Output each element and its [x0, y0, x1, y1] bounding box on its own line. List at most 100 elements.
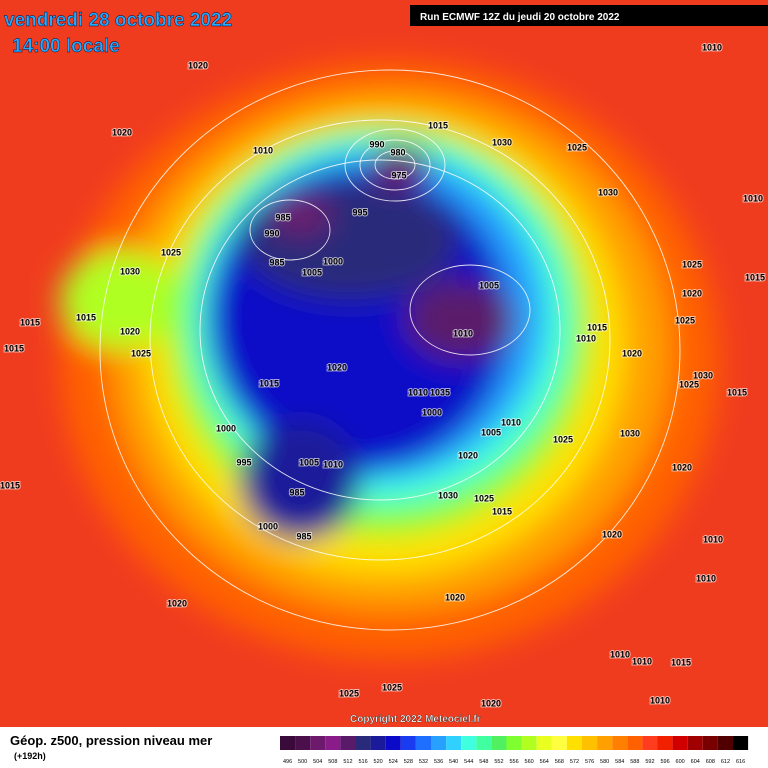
isobar-label: 1020 — [458, 450, 478, 460]
isobar-label: 1010 — [610, 649, 630, 659]
isobar-label: 1030 — [693, 370, 713, 380]
isobar-label: 1000 — [422, 407, 442, 417]
isobar-label: 1030 — [598, 187, 618, 197]
legend-label: 600 — [676, 759, 685, 765]
isobar-label: 1005 — [302, 267, 322, 277]
legend-swatch — [642, 736, 658, 750]
isobar-label: 1000 — [258, 521, 278, 531]
isobar-label: 1020 — [445, 592, 465, 602]
isobar-label: 1010 — [501, 417, 521, 427]
isobar-label: 1025 — [553, 434, 573, 444]
isobar-label: 985 — [296, 531, 311, 541]
legend-label: 560 — [525, 759, 534, 765]
isobar-label: 1010 — [576, 333, 596, 343]
isobar-label: 1015 — [259, 378, 279, 388]
legend-swatch — [612, 736, 628, 750]
legend-label: 532 — [419, 759, 428, 765]
isobar-label: 1025 — [131, 348, 151, 358]
legend-swatch — [340, 736, 356, 750]
legend-label: 496 — [283, 759, 292, 765]
legend-label: 540 — [449, 759, 458, 765]
legend-swatch — [446, 736, 462, 750]
legend-swatch — [355, 736, 371, 750]
legend-swatch — [415, 736, 431, 750]
isobar-label: 1015 — [587, 322, 607, 332]
legend-label: 596 — [660, 759, 669, 765]
isobar-label: 1005 — [299, 457, 319, 467]
run: Run ECMWF 12Z du jeudi 20 octobre 2022 — [420, 12, 620, 23]
isobar-label: 1020 — [682, 288, 702, 298]
isobar-label: 1030 — [438, 490, 458, 500]
isobar-label: 1010 — [696, 573, 716, 583]
legend-label: 504 — [313, 759, 322, 765]
date: vendredi 28 octobre 2022 — [4, 10, 232, 31]
isobar-label: 1000 — [323, 256, 343, 266]
legend-label: 548 — [479, 759, 488, 765]
isobar-label: 1020 — [167, 598, 187, 608]
isobar-label: 1030 — [120, 266, 140, 276]
isobar-label: 985 — [275, 212, 290, 222]
isobar-label: 1020 — [327, 362, 347, 372]
legend-swatch — [491, 736, 507, 750]
isobar-label: 1015 — [727, 387, 747, 397]
legend-label: 556 — [509, 759, 518, 765]
isobar-label: 1015 — [0, 480, 20, 490]
isobar-label: 1020 — [672, 462, 692, 472]
footer-title: Géop. z500, pression niveau mer — [10, 733, 212, 748]
legend-label: 544 — [464, 759, 473, 765]
legend-swatch — [295, 736, 311, 750]
legend-label: 524 — [389, 759, 398, 765]
isobar-label: 1010 — [632, 656, 652, 666]
legend-label: 616 — [736, 759, 745, 765]
legend-swatch — [733, 736, 749, 750]
legend-swatch — [280, 736, 296, 750]
legend-label: 572 — [570, 759, 579, 765]
footer-lead: (+192h) — [14, 751, 46, 761]
isobar-label: 995 — [236, 457, 251, 467]
legend-label: 568 — [555, 759, 564, 765]
isobar-label: 1010 — [253, 145, 273, 155]
isobar-label: 985 — [269, 257, 284, 267]
isobar-label: 1020 — [188, 60, 208, 70]
isobar-label: 1010 — [453, 328, 473, 338]
legend-swatch — [370, 736, 386, 750]
legend-swatch — [461, 736, 477, 750]
legend-swatch — [627, 736, 643, 750]
isobar-label: 1025 — [474, 493, 494, 503]
isobar-label: 980 — [390, 147, 405, 157]
legend-label: 584 — [615, 759, 624, 765]
isobar-label: 1000 — [216, 423, 236, 433]
isobar-label: 1030 — [492, 137, 512, 147]
isobar-label: 990 — [264, 228, 279, 238]
isobar-label: 1005 — [481, 427, 501, 437]
legend-label: 564 — [540, 759, 549, 765]
legend-swatch — [400, 736, 416, 750]
legend-label: 608 — [706, 759, 715, 765]
isobar-label: 1010 — [650, 695, 670, 705]
legend-swatch — [687, 736, 703, 750]
legend-label: 580 — [600, 759, 609, 765]
isobar-label: 1020 — [622, 348, 642, 358]
local-time: 14:00 locale — [12, 36, 120, 57]
legend: 496 500 504 508 512 516 520 524 528 532 536 540 544 5… — [280, 736, 749, 765]
legend-label: 536 — [434, 759, 443, 765]
legend-swatch — [536, 736, 552, 750]
isobar-label: 1020 — [481, 698, 501, 708]
legend-swatch — [325, 736, 341, 750]
isobar-label: 985 — [289, 487, 304, 497]
legend-label: 576 — [585, 759, 594, 765]
legend-swatch — [476, 736, 492, 750]
isobar-label: 1020 — [120, 326, 140, 336]
isobar-label: 1010 — [743, 193, 763, 203]
legend-swatch — [385, 736, 401, 750]
isobar-label: 1020 — [602, 529, 622, 539]
legend-swatch — [582, 736, 598, 750]
isobar-label: 1015 — [745, 272, 765, 282]
isobar-label: 1025 — [567, 142, 587, 152]
run-box — [410, 5, 768, 26]
legend-swatch — [551, 736, 567, 750]
isobar-label: 1030 — [620, 428, 640, 438]
isobar-label: 1015 — [492, 506, 512, 516]
legend-swatch — [717, 736, 733, 750]
